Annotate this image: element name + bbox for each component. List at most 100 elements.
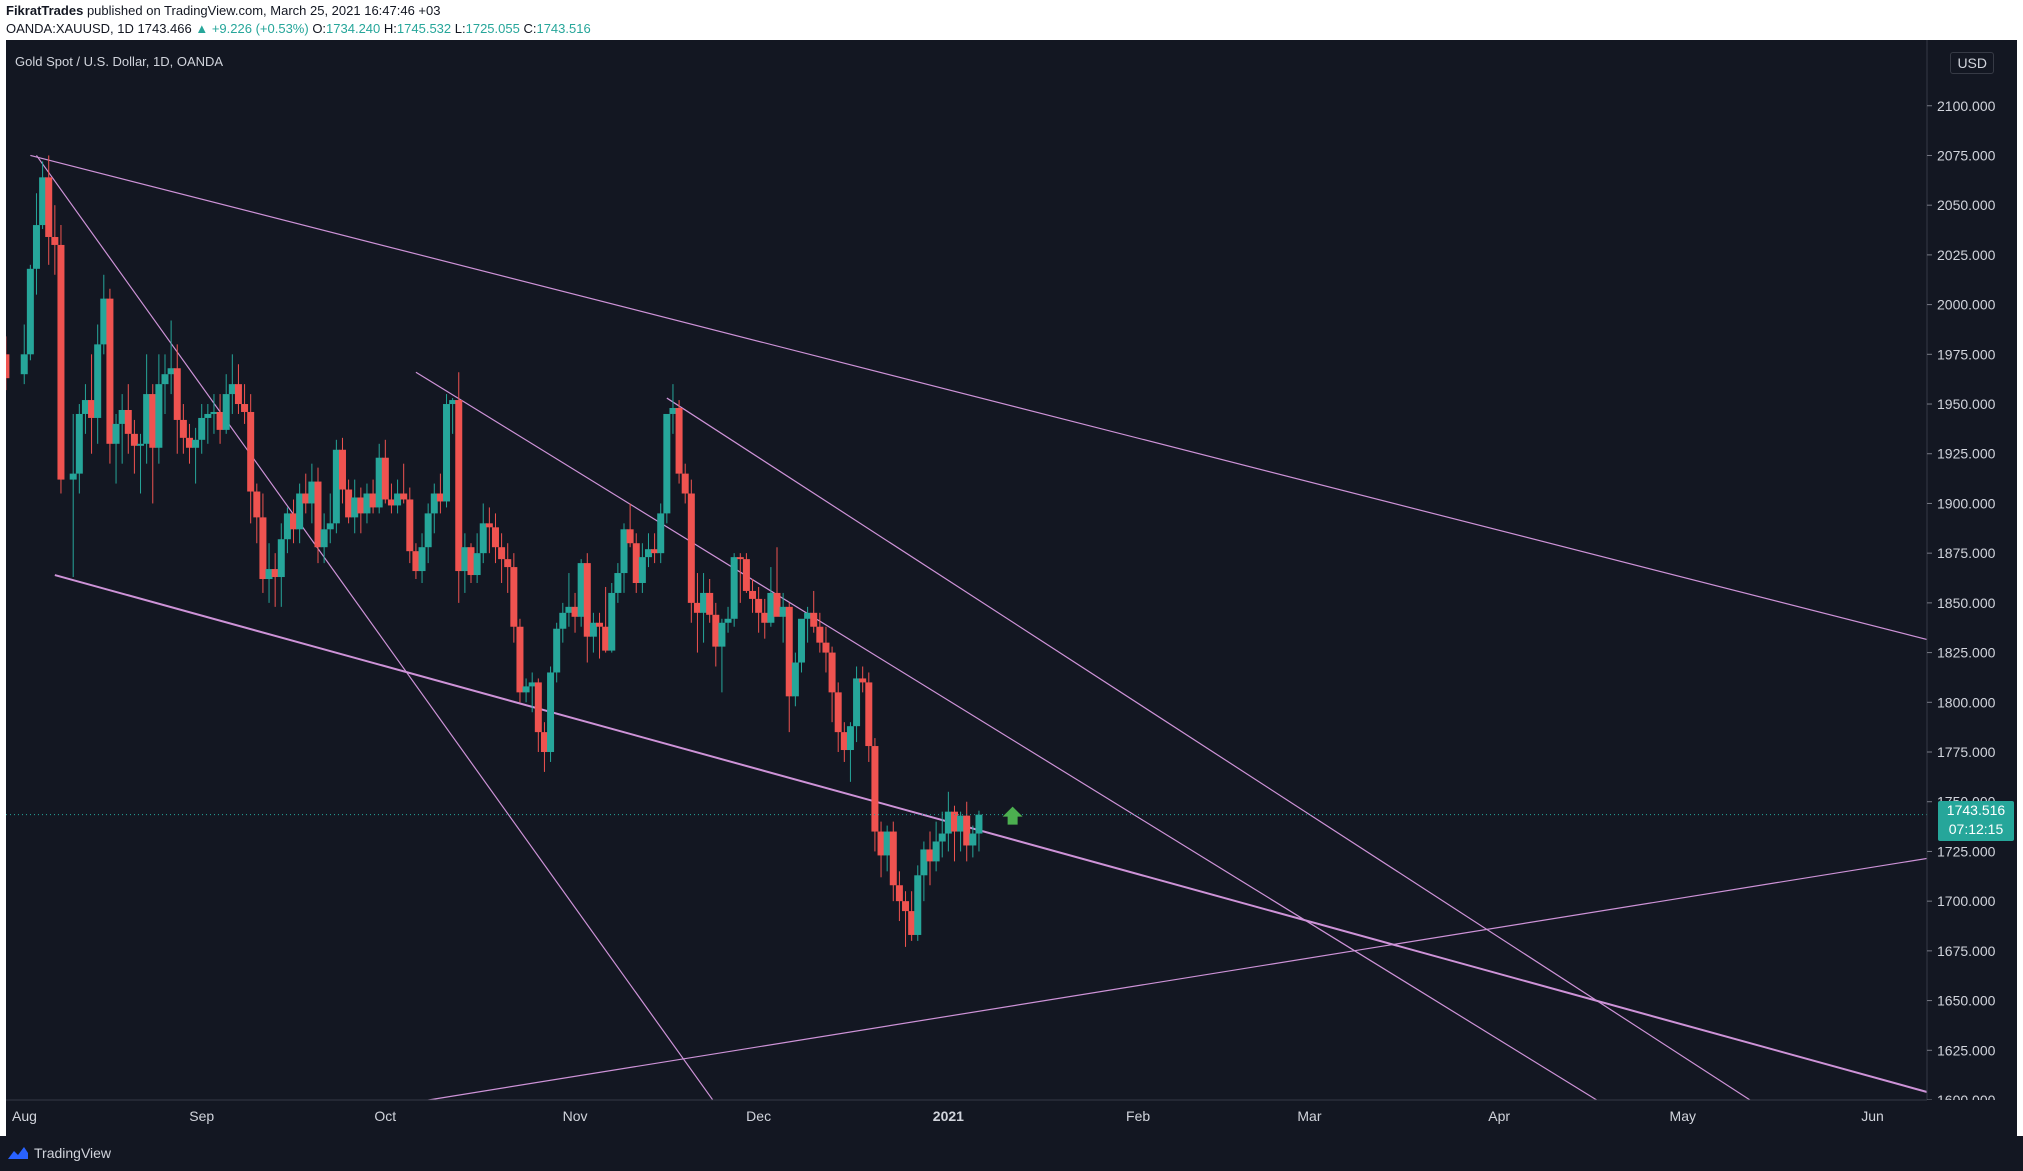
candle: [816, 612, 824, 653]
candle-body: [840, 732, 848, 751]
time-axis: Aug Sep Oct Nov Dec 2021 Feb Mar Apr May Jun: [6, 1099, 2017, 1136]
candle: [602, 586, 610, 653]
candle: [167, 320, 175, 395]
time-tick-label: Dec: [746, 1108, 771, 1124]
candle-body: [534, 682, 542, 733]
candle-body: [430, 493, 438, 514]
candle-body: [571, 606, 579, 617]
candle-body: [351, 497, 359, 518]
candle: [271, 553, 279, 607]
candle-body: [632, 543, 640, 583]
candle-body: [455, 400, 463, 572]
candle: [963, 801, 971, 862]
candle: [895, 871, 903, 922]
chart-canvas[interactable]: 1600.0001625.0001650.0001675.0001700.000…: [6, 40, 2017, 1136]
candle: [791, 652, 799, 707]
trendline-6: [403, 850, 1971, 1105]
candle-body: [834, 692, 842, 733]
candle-body: [589, 622, 597, 637]
candle-body: [706, 592, 714, 615]
candle-body: [412, 551, 420, 572]
candle: [693, 573, 701, 653]
price-tick-label: 1725.000: [1937, 843, 1996, 859]
author-name[interactable]: FikratTrades: [6, 3, 84, 18]
candle-body: [124, 409, 132, 434]
candle-body: [338, 449, 346, 490]
candle: [620, 523, 628, 593]
candle-body: [853, 678, 861, 727]
candle: [259, 493, 267, 593]
candle: [57, 225, 65, 494]
candle: [265, 543, 273, 603]
price-tick-label: 1775.000: [1937, 744, 1996, 760]
candle: [498, 533, 506, 583]
candle: [950, 805, 958, 862]
candle-body: [583, 563, 591, 637]
candle-body: [950, 811, 958, 832]
candle-body: [920, 849, 928, 876]
brand-name[interactable]: TradingView: [34, 1145, 112, 1161]
candle-body: [167, 368, 175, 375]
candle-body: [88, 400, 96, 418]
candle: [198, 404, 206, 454]
candle: [559, 602, 567, 643]
candle-body: [510, 567, 518, 627]
candle-body: [626, 529, 634, 544]
candle: [736, 553, 744, 603]
candle-body: [620, 529, 628, 574]
candle-body: [271, 569, 279, 578]
candle: [51, 205, 59, 275]
candle: [914, 865, 922, 941]
candle-body: [693, 602, 701, 613]
price-change: ▲ +9.226 (+0.53%): [195, 21, 309, 36]
candle-body: [479, 523, 487, 554]
candle-body: [908, 911, 916, 935]
candle: [577, 559, 585, 627]
candle-body: [400, 493, 408, 500]
candle: [381, 439, 389, 504]
candle: [185, 423, 193, 464]
candle: [326, 493, 334, 544]
candle: [94, 324, 102, 444]
trendline-4: [415, 371, 1604, 1105]
candle-body: [69, 473, 77, 480]
candle-body: [234, 384, 242, 405]
chart-area[interactable]: 1600.0001625.0001650.0001675.0001700.000…: [6, 40, 2017, 1136]
candle-body: [895, 885, 903, 902]
candle: [663, 413, 671, 524]
candle: [583, 553, 591, 663]
candle: [944, 791, 952, 852]
candle-body: [394, 493, 402, 506]
candle: [320, 513, 328, 564]
publish-text: published on TradingView.com, March 25, …: [86, 3, 441, 18]
candle: [638, 543, 646, 593]
last-price: 1743.466: [137, 21, 192, 36]
tradingview-logo-icon[interactable]: [6, 1145, 30, 1161]
high-value: 1745.532: [396, 21, 452, 36]
time-tick-label: Sep: [189, 1108, 214, 1124]
candle-body: [657, 513, 665, 554]
candle-body: [516, 626, 524, 693]
price-axis: 1600.0001625.0001650.0001675.0001700.000…: [1926, 40, 2017, 1136]
candle: [436, 473, 444, 514]
candle-body: [308, 481, 316, 504]
candle: [614, 563, 622, 603]
candle: [632, 533, 640, 593]
candle: [785, 602, 793, 733]
low-label: L:: [454, 21, 466, 36]
candle-body: [755, 598, 763, 613]
candle: [81, 384, 89, 434]
candle: [565, 573, 573, 627]
candle-body: [26, 268, 34, 355]
candle-body: [247, 411, 255, 492]
candle-body: [644, 549, 652, 558]
candle-body: [118, 409, 126, 424]
candle: [589, 612, 597, 653]
candle-body: [326, 523, 334, 530]
currency-badge[interactable]: USD: [1950, 52, 1994, 74]
candle-body: [797, 618, 805, 663]
candle-body: [6, 354, 10, 379]
candle: [228, 354, 236, 414]
price-tick-label: 2100.000: [1937, 98, 1996, 114]
candle-body: [485, 523, 493, 528]
